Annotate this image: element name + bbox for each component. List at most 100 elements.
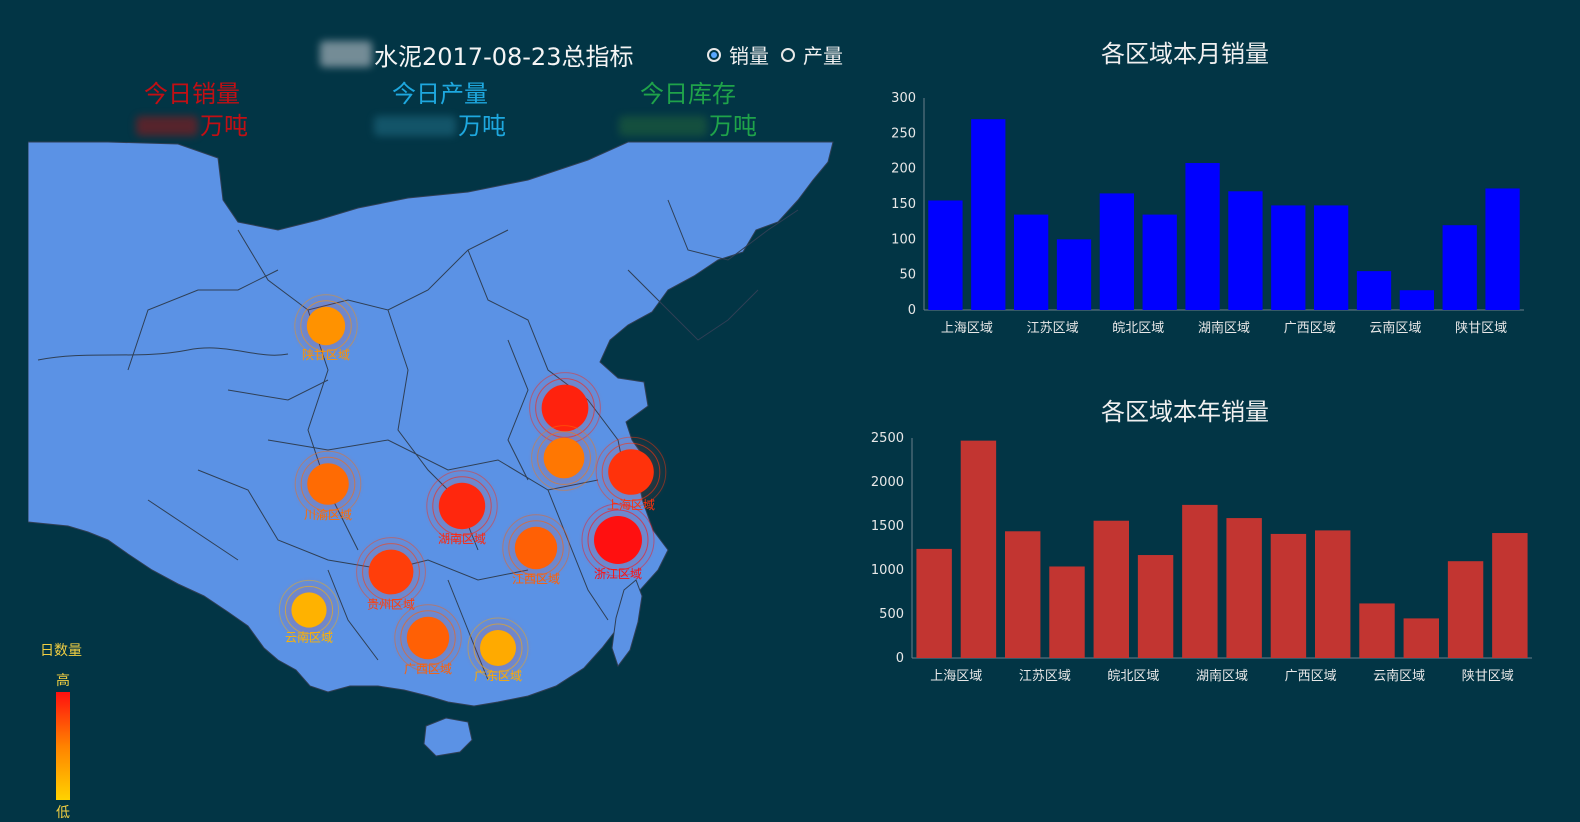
region-marker[interactable]: 贵州区域 (352, 533, 430, 612)
x-tick-label: 广西区域 (1284, 321, 1336, 336)
marker-label: 江西区域 (512, 572, 560, 586)
legend-high-label: 高 (56, 673, 70, 689)
hainan-island (423, 717, 473, 757)
marker-label: 陕甘区域 (302, 347, 350, 362)
bar[interactable] (1315, 530, 1351, 658)
region-markers: 陕甘区域上海区域川渝区域湖南区域江西区域浙江区域贵州区域云南区域广西区域广东区域 (275, 290, 670, 683)
marker-label: 广东区域 (474, 669, 522, 683)
marker-dot[interactable] (541, 384, 589, 432)
bar[interactable] (1270, 533, 1307, 658)
radio-production[interactable]: 产量 (781, 40, 843, 69)
bar[interactable] (1271, 205, 1306, 310)
region-marker[interactable]: 浙江区域 (578, 500, 658, 581)
marker-label: 川渝区域 (304, 507, 352, 522)
y-tick-label: 0 (896, 651, 904, 666)
marker-dot[interactable] (406, 616, 450, 660)
bar[interactable] (1447, 561, 1484, 658)
region-marker[interactable]: 川渝区域 (291, 447, 365, 522)
region-marker[interactable] (527, 421, 601, 495)
bar[interactable] (1005, 531, 1041, 658)
bar[interactable] (916, 548, 952, 658)
legend-title: 日数量 (40, 643, 82, 659)
bar[interactable] (960, 440, 997, 658)
marker-dot[interactable] (608, 449, 654, 495)
stat-production: 今日产量 万吨 (360, 78, 520, 142)
marker-ripple-outer (394, 604, 462, 672)
marker-dot[interactable] (438, 482, 486, 530)
x-tick-label: 湖南区域 (1198, 320, 1250, 336)
radio-sales-icon[interactable] (707, 47, 721, 62)
stat-production-unit: 万吨 (458, 112, 506, 140)
y-tick-label: 200 (891, 162, 916, 177)
y-tick-label: 250 (891, 126, 916, 141)
bar[interactable] (1359, 603, 1395, 658)
region-marker[interactable]: 广东区域 (464, 614, 532, 683)
bar[interactable] (1185, 163, 1220, 310)
stat-production-value: 万吨 (360, 110, 520, 142)
marker-ripple-inner (284, 585, 334, 635)
monthly-chart-title: 各区域本月销量 (1101, 40, 1269, 68)
x-tick-label: 陕甘区域 (1455, 321, 1507, 336)
region-marker[interactable]: 陕甘区域 (290, 290, 362, 362)
region-marker[interactable]: 云南区域 (275, 576, 343, 645)
bar[interactable] (1099, 193, 1134, 310)
marker-ripple-inner (432, 476, 492, 536)
bar[interactable] (1356, 271, 1392, 310)
y-tick-label: 50 (899, 268, 916, 283)
bar[interactable] (1442, 225, 1477, 310)
marker-dot[interactable] (368, 549, 414, 595)
stat-inventory: 今日库存 万吨 (608, 78, 768, 142)
bar[interactable] (1137, 555, 1174, 658)
x-tick-label: 皖北区域 (1107, 669, 1159, 684)
stat-inventory-unit: 万吨 (709, 112, 757, 140)
bar[interactable] (1314, 205, 1349, 310)
marker-ripple-outer (502, 514, 570, 582)
bar[interactable] (1226, 518, 1262, 658)
y-tick-label: 1500 (871, 519, 904, 534)
mode-switch: 销量 产量 (707, 40, 855, 69)
bar[interactable] (1056, 239, 1092, 310)
bar[interactable] (1142, 214, 1177, 310)
china-map[interactable]: 陕甘区域上海区域川渝区域湖南区域江西区域浙江区域贵州区域云南区域广西区域广东区域 (28, 140, 838, 760)
bar[interactable] (1093, 520, 1129, 658)
bar[interactable] (1182, 504, 1218, 658)
marker-label: 贵州区域 (367, 597, 415, 611)
radio-sales[interactable]: 销量 (707, 40, 769, 69)
radio-production-icon[interactable] (781, 47, 795, 62)
bar[interactable] (1492, 533, 1528, 658)
monthly-sales-chart[interactable]: 0 50 100 150 200 250 300 上海区域 江苏区域 皖北区域 湖南区域 广西区域 云南… (870, 86, 1530, 350)
bar[interactable] (1228, 191, 1263, 310)
y-tick-label: 2000 (871, 475, 904, 490)
marker-ripple-inner (537, 431, 591, 485)
region-marker[interactable]: 湖南区域 (422, 466, 502, 546)
bar[interactable] (1014, 214, 1049, 310)
bar[interactable] (1403, 618, 1439, 658)
region-marker[interactable]: 江西区域 (498, 510, 574, 586)
marker-label: 湖南区域 (438, 531, 486, 546)
yearly-chart-title: 各区域本年销量 (1101, 398, 1269, 426)
y-tick-label: 150 (891, 197, 916, 212)
radio-sales-label: 销量 (729, 44, 769, 68)
x-tick-label: 广西区域 (1285, 669, 1337, 684)
yearly-sales-chart[interactable]: 0 500 1000 1500 2000 2500 上海区域 江苏区域 皖北区域 湖南区域 广西区域… (864, 428, 1540, 696)
marker-dot[interactable] (307, 463, 349, 505)
y-tick-label: 500 (879, 607, 904, 622)
bar[interactable] (1049, 566, 1085, 658)
marker-ripple-inner (473, 623, 523, 673)
legend-gradient-bar[interactable] (56, 692, 70, 800)
marker-dot[interactable] (543, 437, 585, 479)
marker-dot[interactable] (291, 592, 327, 628)
company-name-redacted (320, 41, 372, 67)
page-title: 水泥2017-08-23总指标 (374, 42, 634, 71)
bar[interactable] (1399, 290, 1434, 310)
marker-dot[interactable] (594, 516, 642, 564)
bar[interactable] (928, 200, 963, 310)
marker-dot[interactable] (306, 306, 346, 346)
marker-ripple-inner (300, 300, 352, 352)
marker-dot[interactable] (480, 630, 516, 666)
region-marker[interactable]: 广西区域 (390, 600, 466, 676)
marker-label: 浙江区域 (594, 567, 642, 581)
bar[interactable] (1485, 188, 1520, 310)
bar[interactable] (971, 119, 1006, 310)
marker-dot[interactable] (514, 526, 558, 570)
